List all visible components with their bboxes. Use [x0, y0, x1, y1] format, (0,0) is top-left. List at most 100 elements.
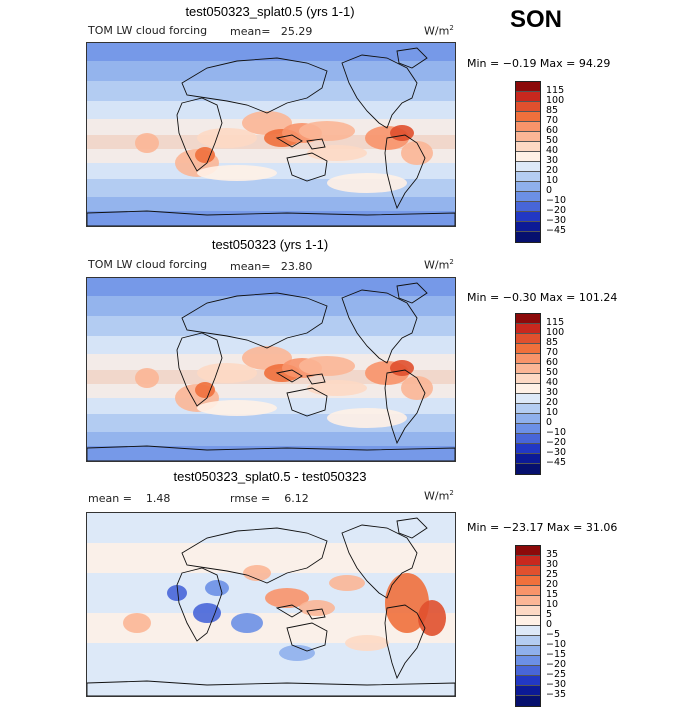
panel1-mean-label: mean= — [230, 25, 271, 38]
panel2-units: W/m2 — [424, 258, 454, 272]
colorbar-tick-label: 85 — [546, 337, 559, 348]
field-blob — [197, 363, 257, 383]
field-band — [87, 278, 455, 296]
panel3-mean: mean = 1.48 — [88, 492, 170, 505]
colorbar-tick-label: −10 — [546, 195, 567, 206]
colorbar-swatch — [516, 162, 540, 172]
coastline — [396, 282, 428, 304]
colorbar-tick-label: 40 — [546, 145, 559, 156]
colorbar-swatch — [516, 82, 540, 92]
field-band — [87, 296, 455, 316]
colorbar-tick-label: 70 — [546, 347, 559, 358]
colorbar-swatch — [516, 122, 540, 132]
colorbar-tick-label: 15 — [546, 589, 559, 600]
panel3-rmse-value: 6.12 — [284, 492, 309, 505]
colorbar-tick-label: 20 — [546, 397, 559, 408]
colorbar-swatch — [516, 232, 540, 242]
colorbar-tick-label: 50 — [546, 367, 559, 378]
panel1-field — [87, 43, 455, 226]
colorbar-swatch — [516, 374, 540, 384]
field-band — [87, 673, 455, 696]
colorbar-swatch — [516, 666, 540, 676]
colorbar-tick-label: 20 — [546, 579, 559, 590]
coastline — [275, 604, 303, 618]
coastline — [384, 604, 426, 680]
colorbar-tick-label: 30 — [546, 387, 559, 398]
colorbar-swatch — [516, 586, 540, 596]
colorbar-tick-label: 5 — [546, 609, 553, 620]
colorbar-tick-label: −20 — [546, 437, 567, 448]
panel1-mean: mean= 25.29 — [230, 25, 312, 38]
colorbar-tick-label: 60 — [546, 357, 559, 368]
colorbar-swatch — [516, 626, 540, 636]
coastline — [286, 152, 328, 182]
panel2-variable: TOM LW cloud forcing — [88, 258, 208, 271]
panel1-units: W/m2 — [424, 24, 454, 38]
colorbar-swatch — [516, 344, 540, 354]
colorbar-swatch — [516, 92, 540, 102]
panel3-title: test050323_splat0.5 - test050323 — [173, 469, 367, 484]
field-blob — [327, 408, 407, 428]
coastline — [286, 387, 328, 417]
colorbar-swatch — [516, 606, 540, 616]
colorbar-swatch — [516, 636, 540, 646]
field-band — [87, 197, 455, 211]
colorbar-tick-label: −45 — [546, 225, 567, 236]
colorbar-swatch — [516, 222, 540, 232]
panel2-minmax: Min = −0.30 Max = 101.24 — [467, 291, 618, 304]
field-blob — [197, 400, 277, 416]
field-blob — [135, 368, 159, 388]
panel3-minmax: Min = −23.17 Max = 31.06 — [467, 521, 618, 534]
panel1-colorbar — [515, 81, 541, 243]
panel3-units: W/m2 — [424, 489, 454, 503]
colorbar-tick-label: −20 — [546, 659, 567, 670]
field-blob — [242, 111, 292, 135]
panel2-field — [87, 278, 455, 461]
colorbar-tick-label: 40 — [546, 377, 559, 388]
field-blob — [197, 128, 257, 148]
colorbar-tick-label: 20 — [546, 165, 559, 176]
field-band — [87, 316, 455, 336]
coastline — [396, 517, 428, 539]
panel3-colorbar — [515, 545, 541, 707]
panel2-mean: mean= 23.80 — [230, 260, 312, 273]
panel1-minmax: Min = −0.19 Max = 94.29 — [467, 57, 611, 70]
field-blob — [135, 133, 159, 153]
field-blob — [327, 173, 407, 193]
field-blob — [243, 565, 271, 581]
colorbar-swatch — [516, 334, 540, 344]
colorbar-tick-label: 70 — [546, 115, 559, 126]
colorbar-swatch — [516, 142, 540, 152]
colorbar-tick-label: 30 — [546, 155, 559, 166]
colorbar-swatch — [516, 696, 540, 706]
coastline — [341, 524, 418, 599]
field-blob — [299, 356, 355, 376]
coastline — [181, 527, 328, 584]
field-blob — [195, 382, 215, 398]
field-blob — [418, 600, 446, 636]
panel1-mean-value: 25.29 — [280, 25, 313, 38]
colorbar-tick-label: 100 — [546, 95, 565, 106]
colorbar-swatch — [516, 192, 540, 202]
colorbar-tick-label: 100 — [546, 327, 565, 338]
field-blob — [205, 580, 229, 596]
colorbar-tick-label: 10 — [546, 407, 559, 418]
coastline — [384, 369, 426, 445]
colorbar-tick-label: −30 — [546, 447, 567, 458]
panel2-mean-label: mean= — [230, 260, 271, 273]
coastline — [306, 373, 326, 385]
panel2-colorbar-labels: 115 100 85 70 60 50 40 30 20 10 0 −10 −20 −30 −45 — [546, 318, 566, 468]
field-band — [87, 43, 455, 61]
season-label: SON — [510, 6, 563, 33]
colorbar-tick-label: 0 — [546, 185, 553, 196]
colorbar-swatch — [516, 566, 540, 576]
field-band — [87, 643, 455, 673]
colorbar-tick-label: −35 — [546, 689, 567, 700]
panel1-variable: TOM LW cloud forcing — [88, 24, 208, 37]
field-blob — [195, 147, 215, 163]
coastline — [306, 608, 326, 620]
field-blob — [307, 380, 367, 396]
colorbar-tick-label: −10 — [546, 639, 567, 650]
colorbar-swatch — [516, 556, 540, 566]
field-blob — [401, 376, 433, 400]
